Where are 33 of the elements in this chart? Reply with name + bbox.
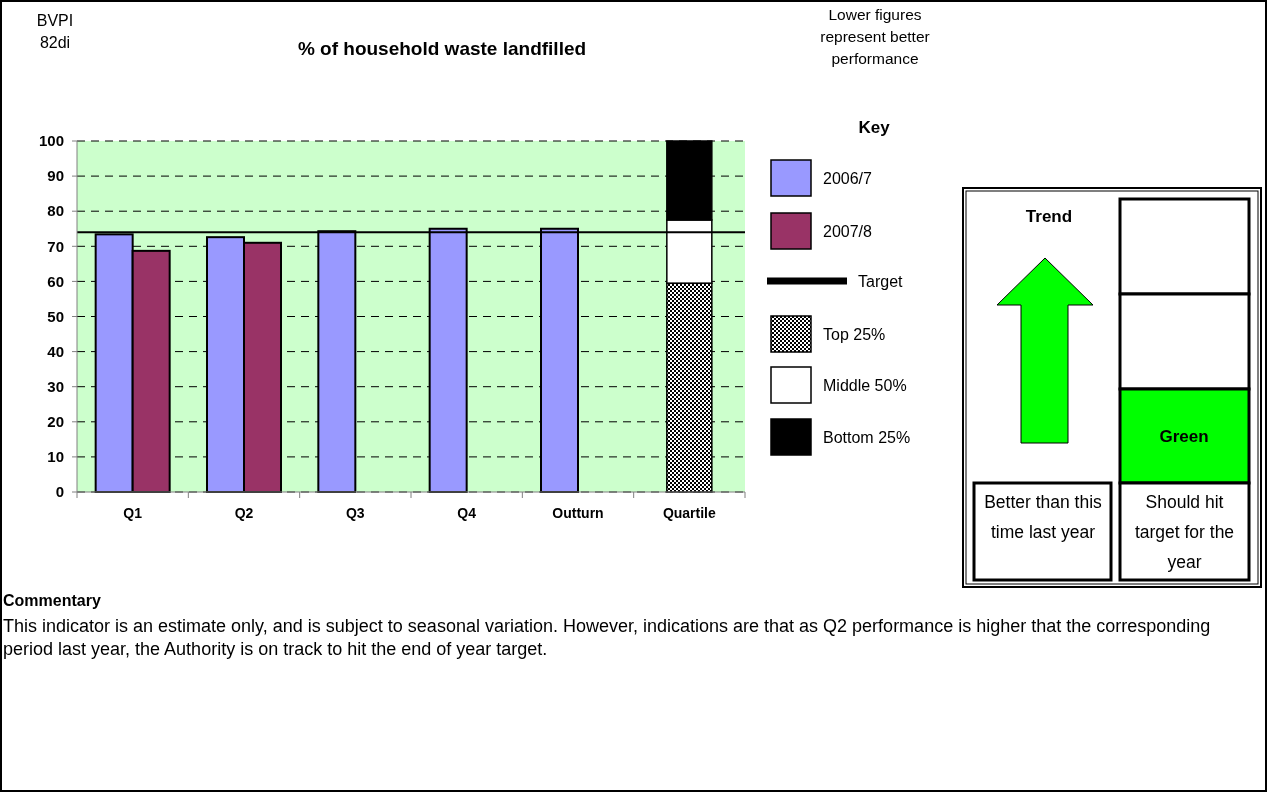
legend-label: Middle 50% xyxy=(823,376,907,394)
legend-label: 2006/7 xyxy=(823,169,873,187)
x-tick-label: Q3 xyxy=(345,505,365,521)
x-tick-label: Quartile xyxy=(662,505,716,521)
x-tick-label: Q2 xyxy=(234,505,254,521)
chart-title: % of household waste landfilled xyxy=(297,38,587,59)
x-tick-label: Outturn xyxy=(552,505,604,521)
legend-title: Key xyxy=(858,118,891,137)
text: Lower figures represent better performance xyxy=(819,5,931,69)
y-tick-label: 30 xyxy=(47,377,64,395)
x-tick-label: Q1 xyxy=(123,505,143,521)
text: Better than this time last year xyxy=(983,491,1103,544)
legend-label: Target xyxy=(858,272,904,290)
y-tick-label: 60 xyxy=(47,272,64,290)
y-tick-label: 40 xyxy=(47,342,64,360)
y-tick-label: 0 xyxy=(55,483,64,501)
y-tick-label: 20 xyxy=(47,413,64,431)
x-tick-label: Q4 xyxy=(457,505,477,521)
text: Trend xyxy=(1025,206,1073,226)
y-tick-label: 100 xyxy=(38,132,64,150)
text: Should hit target for the year xyxy=(1133,491,1236,574)
y-tick-label: 90 xyxy=(47,167,64,185)
text: Commentary xyxy=(3,592,101,610)
y-tick-label: 50 xyxy=(47,307,64,325)
legend-label: 2007/8 xyxy=(823,222,873,240)
legend-label: Top 25% xyxy=(823,325,886,343)
y-tick-label: 70 xyxy=(47,237,64,255)
y-tick-label: 80 xyxy=(47,202,64,220)
legend-label: Bottom 25% xyxy=(823,428,911,446)
text: BVPI 82di xyxy=(36,12,74,51)
text: Green xyxy=(1159,426,1209,446)
text: This indicator is an estimate only, and is subject to seasonal variation. However, indications are that as Q2 performance is higher that the corresponding period last year, the Authority is on track to hit the end of year target. xyxy=(3,615,1212,661)
y-tick-label: 10 xyxy=(47,448,64,466)
